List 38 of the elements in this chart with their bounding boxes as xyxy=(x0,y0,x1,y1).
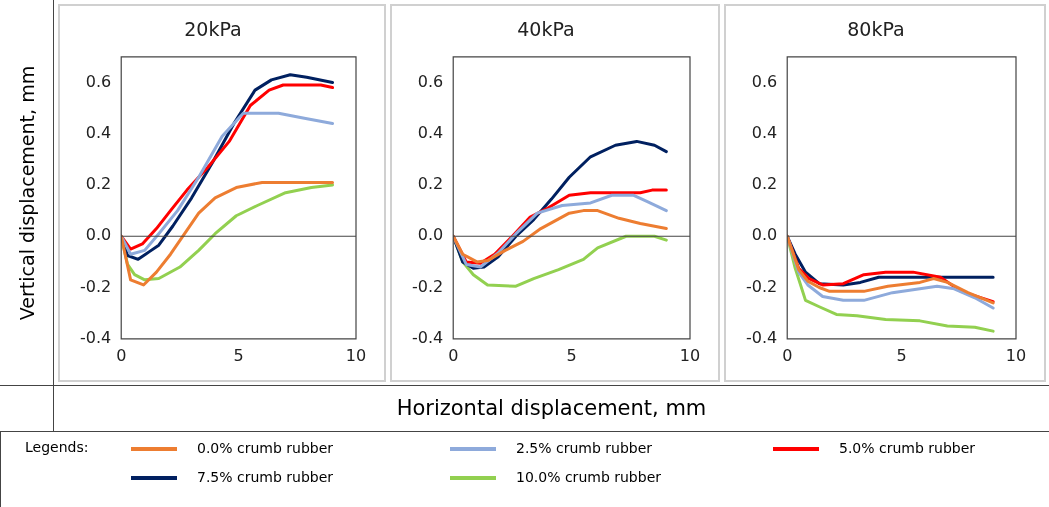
x-tick-label: 0 xyxy=(116,345,127,365)
legend-label: 2.5% crumb rubber xyxy=(516,440,653,456)
chart-title: 20kPa xyxy=(184,18,242,41)
x-tick-label: 10 xyxy=(679,345,701,365)
y-tick-label: 0.0 xyxy=(417,225,444,245)
y-tick-label: -0.2 xyxy=(746,276,778,296)
x-tick-label: 5 xyxy=(566,345,577,365)
chart-title: 40kPa xyxy=(517,18,575,41)
y-tick-label: 0.0 xyxy=(85,225,112,245)
y-tick-label: 0.6 xyxy=(751,71,778,91)
x-tick-label: 10 xyxy=(1005,345,1027,365)
y-tick-label: -0.2 xyxy=(412,276,444,296)
y-tick-label: 0.6 xyxy=(85,71,112,91)
legend-label: 10.0% crumb rubber xyxy=(516,469,661,485)
y-tick-label: 0.4 xyxy=(417,122,444,142)
y-tick-label: 0.4 xyxy=(85,122,112,142)
y-tick-label: 0.4 xyxy=(751,122,778,142)
y-tick-label: 0.0 xyxy=(751,225,778,245)
legend-label: 5.0% crumb rubber xyxy=(839,440,976,456)
y-tick-label: 0.2 xyxy=(751,174,778,194)
legend-title: Legends: xyxy=(25,439,89,455)
x-tick-label: 0 xyxy=(448,345,459,365)
x-axis-title: Horizontal displacement, mm xyxy=(395,395,708,422)
y-tick-label: 0.2 xyxy=(417,174,444,194)
x-tick-label: 5 xyxy=(896,345,907,365)
chart-title: 80kPa xyxy=(847,18,905,41)
y-tick-label: 0.6 xyxy=(417,71,444,91)
y-axis-title: Vertical displacement, mm xyxy=(15,65,38,320)
y-tick-label: -0.4 xyxy=(412,327,444,347)
x-tick-label: 10 xyxy=(345,345,367,365)
y-tick-label: -0.4 xyxy=(746,327,778,347)
x-tick-label: 0 xyxy=(782,345,793,365)
y-tick-label: -0.4 xyxy=(80,327,112,347)
legend-label: 7.5% crumb rubber xyxy=(197,469,334,485)
y-tick-label: -0.2 xyxy=(80,276,112,296)
legend-label: 0.0% crumb rubber xyxy=(197,440,334,456)
y-tick-label: 0.2 xyxy=(85,174,112,194)
x-tick-label: 5 xyxy=(233,345,244,365)
